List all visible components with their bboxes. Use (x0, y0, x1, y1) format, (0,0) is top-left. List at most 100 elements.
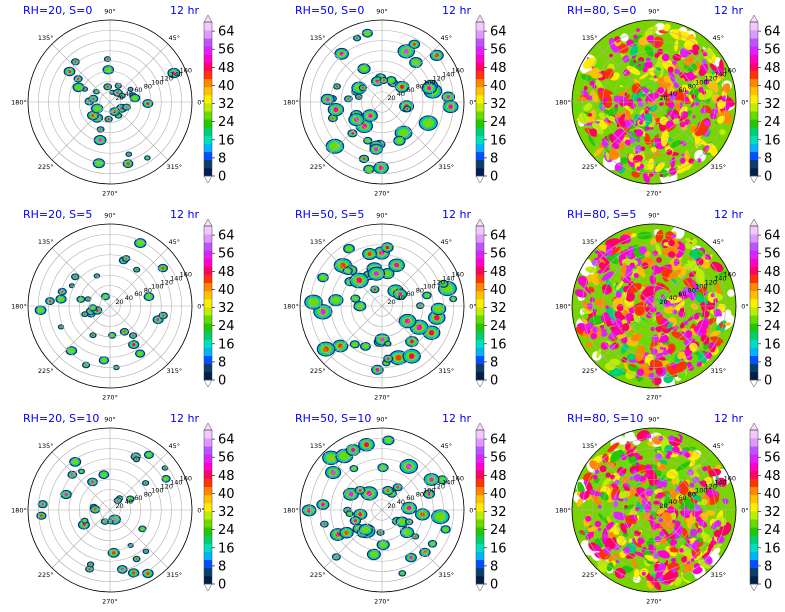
precip-cell (626, 39, 634, 47)
precip-core (683, 320, 689, 326)
precip-cell (588, 315, 605, 326)
precip-cell (576, 498, 583, 507)
radial-tick-label: 40 (669, 498, 677, 506)
precip-cell (579, 529, 585, 535)
colorbar-segment (204, 46, 212, 55)
storm-cell (442, 100, 459, 114)
precip-cell (660, 537, 667, 545)
angle-label: 135° (310, 34, 326, 42)
precip-core (666, 149, 673, 156)
storm-cell (88, 94, 99, 103)
colorbar-segment (750, 535, 758, 544)
panel-title: RH=20, S=10 (23, 412, 99, 425)
radial-tick-label: 160 (180, 67, 192, 75)
colorbar-tick-label: 56 (218, 247, 235, 262)
angular-gridline (323, 451, 383, 511)
radial-tick-label: 120 (161, 483, 173, 491)
precip-core (704, 120, 711, 127)
panel: 20 40 60 80 1001201401600°45°90°135°180°225°… (283, 4, 506, 198)
colorbar-segment (204, 143, 212, 152)
radial-tick-label: 140 (714, 479, 726, 487)
angle-label: 270° (102, 190, 118, 198)
precip-core (665, 120, 674, 129)
colorbar-tick-label: 16 (218, 133, 235, 148)
angular-gridline (109, 43, 169, 103)
colorbar-extend-min (203, 379, 213, 388)
storm-cell (98, 356, 110, 365)
precip-cell (710, 261, 724, 273)
precip-field (320, 28, 459, 175)
angle-label: 315° (166, 163, 182, 171)
storm-cell (423, 473, 440, 486)
colorbar-segment (476, 511, 484, 520)
angular-gridline (653, 43, 713, 103)
angle-label: 270° (646, 190, 662, 198)
colorbar-tick-label: 48 (218, 265, 235, 280)
precip-cell (656, 461, 662, 468)
precip-core (624, 482, 629, 487)
precip-cell (583, 472, 593, 482)
colorbar-segment (204, 339, 212, 348)
colorbar-segment (476, 519, 484, 528)
precip-core (628, 281, 635, 288)
storm-cell (398, 570, 407, 577)
precip-core (656, 481, 664, 488)
radial-tick-label: 140 (442, 275, 454, 283)
colorbar-tick-label: 24 (764, 115, 781, 130)
precip-cell (652, 376, 662, 386)
angle-label: 45° (169, 442, 181, 450)
colorbar-segment (750, 438, 758, 447)
panel-time-label: 12 hr (170, 4, 199, 17)
colorbar-segment (476, 94, 484, 104)
colorbar-tick-label: 0 (218, 170, 226, 185)
angular-gridline (653, 451, 713, 511)
precip-cell (680, 544, 693, 559)
panel: 20 40 60 80 1001201401600°45°90°135°180°225°… (555, 208, 780, 402)
colorbar-segment (476, 250, 484, 259)
precip-core (700, 334, 708, 343)
precip-core (602, 457, 607, 462)
precip-cell (689, 342, 698, 352)
precip-cell (629, 485, 637, 496)
precip-core (602, 533, 608, 539)
precip-cell (642, 479, 652, 491)
colorbar-tick-label: 64 (218, 25, 235, 40)
colorbar: 0 8 16 24 32 40 48 56 64 (475, 218, 507, 389)
precip-core (678, 241, 682, 245)
colorbar-segment (476, 258, 484, 267)
angular-gridline (51, 247, 111, 307)
angular-gridline (653, 305, 713, 365)
storm-cell (65, 346, 78, 356)
radial-tick-label: 80 (416, 286, 424, 294)
storm-cell (129, 93, 141, 103)
precip-core (622, 99, 629, 106)
precip-core (684, 90, 689, 95)
precip-core (581, 89, 588, 96)
angle-label: 0° (197, 99, 204, 107)
precip-core (692, 115, 696, 119)
colorbar-segment (476, 62, 484, 71)
precip-core (629, 317, 635, 322)
precip-cell (660, 526, 672, 540)
colorbar-segment (476, 298, 484, 308)
colorbar-extend-min (749, 175, 759, 184)
angular-gridline (323, 509, 383, 569)
colorbar-tick-label: 40 (218, 487, 235, 502)
precip-core (589, 80, 595, 86)
colorbar-segment (476, 347, 484, 356)
colorbar-segment (204, 363, 212, 373)
colorbar-segment (204, 290, 212, 300)
colorbar-tick-label: 32 (764, 301, 781, 316)
colorbar-segment (750, 38, 758, 47)
precip-core (624, 92, 628, 96)
precip-core (657, 87, 665, 95)
precip-cell (628, 345, 636, 352)
precip-cell (694, 294, 709, 305)
colorbar-segment (204, 159, 212, 169)
colorbar-segment (750, 22, 758, 31)
precip-cell (670, 156, 676, 169)
precip-cell (709, 526, 722, 535)
precip-core (639, 163, 645, 169)
precip-core (637, 101, 644, 108)
panel-title: RH=80, S=10 (567, 412, 643, 425)
